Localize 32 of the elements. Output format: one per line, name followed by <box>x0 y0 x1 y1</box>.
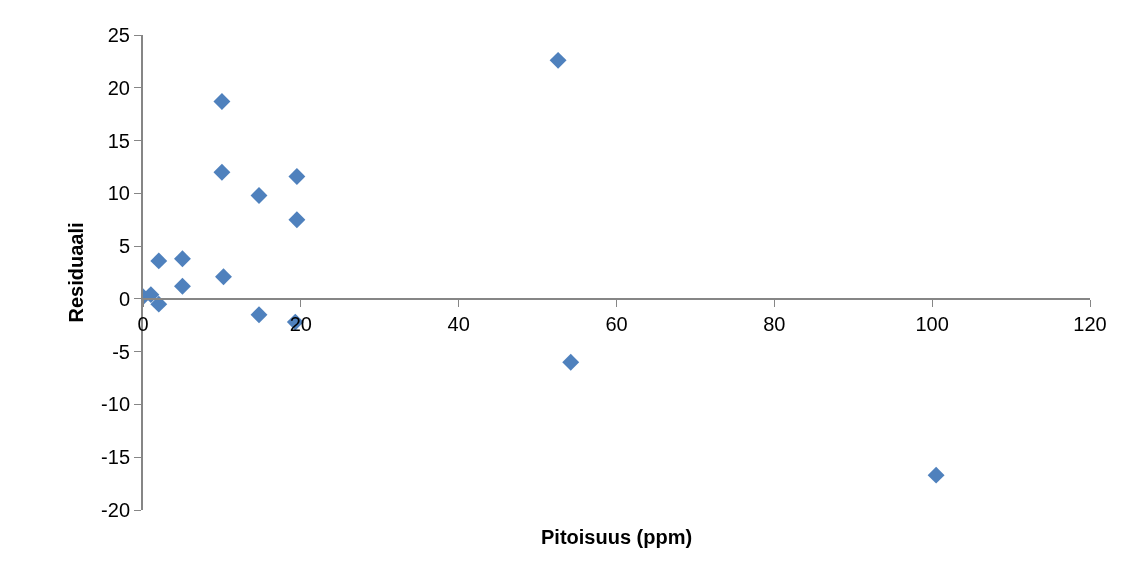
point <box>215 268 232 286</box>
y-tick-label: 15 <box>107 129 130 152</box>
point <box>562 353 580 371</box>
point <box>288 167 306 185</box>
x-tick-label: 80 <box>763 312 786 335</box>
point <box>549 51 567 69</box>
point <box>288 211 306 229</box>
x-tick-label: 0 <box>137 312 149 335</box>
point <box>213 93 231 110</box>
y-tick-label: -5 <box>112 340 130 363</box>
point <box>250 306 268 324</box>
x-tick-label: 60 <box>605 312 628 335</box>
x-tick-label: 120 <box>1073 312 1107 335</box>
x-axis-title: Pitoisuus (ppm) <box>541 526 693 548</box>
y-tick-label: -10 <box>101 393 130 416</box>
y-tick-label: 10 <box>107 182 130 205</box>
y-tick-label: 25 <box>107 24 130 46</box>
point <box>927 466 945 484</box>
y-tick-label: 20 <box>107 76 130 99</box>
point <box>250 186 268 204</box>
point <box>150 252 168 270</box>
x-tick-label: 40 <box>447 312 470 335</box>
point <box>174 250 191 268</box>
y-tick-label: -20 <box>101 499 130 521</box>
y-axis-title: Residuaali <box>65 222 88 323</box>
y-tick-label: 5 <box>118 235 130 258</box>
x-tick-label: 100 <box>915 312 949 335</box>
y-tick-label: 0 <box>118 287 130 310</box>
point <box>150 295 168 313</box>
y-tick-label: -15 <box>101 446 130 469</box>
point <box>174 277 191 295</box>
point <box>213 163 231 181</box>
